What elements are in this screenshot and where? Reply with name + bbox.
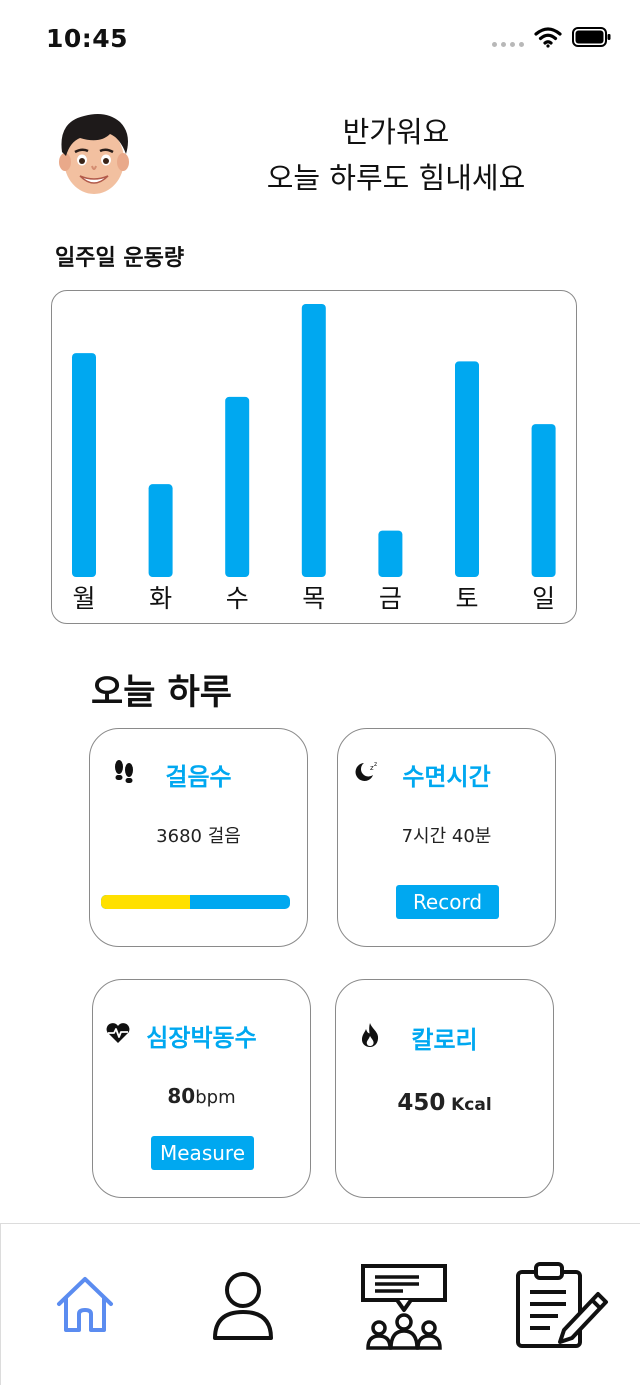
svg-text:z: z <box>370 764 374 772</box>
chart-bar-1 <box>148 484 173 577</box>
calorie-card[interactable]: 칼로리 450 Kcal <box>335 979 554 1198</box>
chart-tick-label-0: 월 <box>72 584 95 613</box>
heart-rate-title: 심장박동수 <box>146 1024 257 1052</box>
chart-tick-label-5: 토 <box>455 584 478 613</box>
svg-text:z: z <box>374 761 377 768</box>
chart-bar-4 <box>378 530 403 577</box>
community-icon[interactable] <box>361 1264 447 1350</box>
chart-tick-label-1: 화 <box>149 584 172 613</box>
wifi-icon <box>534 27 562 48</box>
greeting: 반가워요 오늘 하루도 힘내세요 <box>220 112 572 204</box>
steps-title: 걸음수 <box>165 763 232 791</box>
steps-progress-bar <box>101 895 290 909</box>
weekly-activity-title: 일주일 운동량 <box>55 246 185 271</box>
home-icon[interactable] <box>54 1274 116 1336</box>
chart-bar-5 <box>455 361 479 577</box>
steps-progress-fill <box>101 895 190 909</box>
calorie-number: 450 <box>397 1090 446 1116</box>
footprints-icon <box>115 760 133 783</box>
chart-bar-2 <box>225 396 250 577</box>
heart-rate-unit: bpm <box>195 1087 236 1108</box>
avatar[interactable] <box>54 108 134 200</box>
notes-icon[interactable] <box>514 1260 610 1352</box>
cellular-signal-icon <box>492 27 524 47</box>
status-time: 10:45 <box>46 24 129 53</box>
greeting-line-1: 반가워요 <box>342 115 450 149</box>
chart-tick-label-4: 금 <box>379 584 402 613</box>
calorie-unit: Kcal <box>451 1095 492 1115</box>
greeting-line-2: 오늘 하루도 힘내세요 <box>266 161 526 195</box>
chart-bar-0 <box>72 353 96 577</box>
steps-card[interactable]: 걸음수 3680 걸음 <box>89 728 308 947</box>
sleep-value: 7시간 40분 <box>401 826 492 847</box>
record-button[interactable]: Record <box>396 885 499 919</box>
battery-icon <box>572 27 611 47</box>
sleep-card[interactable]: z z 수면시간 7시간 40분 Record <box>337 728 556 947</box>
chart-tick-label-2: 수 <box>226 584 249 613</box>
measure-button[interactable]: Measure <box>151 1136 254 1170</box>
moon-icon: z z <box>355 761 377 781</box>
sleep-title: 수면시간 <box>402 763 491 791</box>
heart-rate-card[interactable]: 심장박동수 80bpm Measure <box>92 979 311 1198</box>
today-section-title: 오늘 하루 <box>91 673 232 713</box>
flame-icon <box>361 1023 379 1047</box>
steps-value: 3680 걸음 <box>156 826 241 847</box>
bottom-navigation <box>0 1223 640 1385</box>
chart-tick-label-6: 일 <box>532 584 555 613</box>
profile-icon[interactable] <box>211 1270 275 1342</box>
status-icons <box>492 26 612 48</box>
heart-rate-value: 80bpm <box>93 1084 310 1108</box>
chart-tick-label-3: 목 <box>302 584 325 613</box>
heartbeat-icon <box>106 1023 130 1043</box>
chart-bar-3 <box>301 304 326 577</box>
heart-rate-number: 80 <box>167 1084 196 1108</box>
chart-bar-6 <box>531 424 556 577</box>
calorie-value: 450 Kcal <box>336 1090 553 1116</box>
calorie-title: 칼로리 <box>411 1026 478 1054</box>
